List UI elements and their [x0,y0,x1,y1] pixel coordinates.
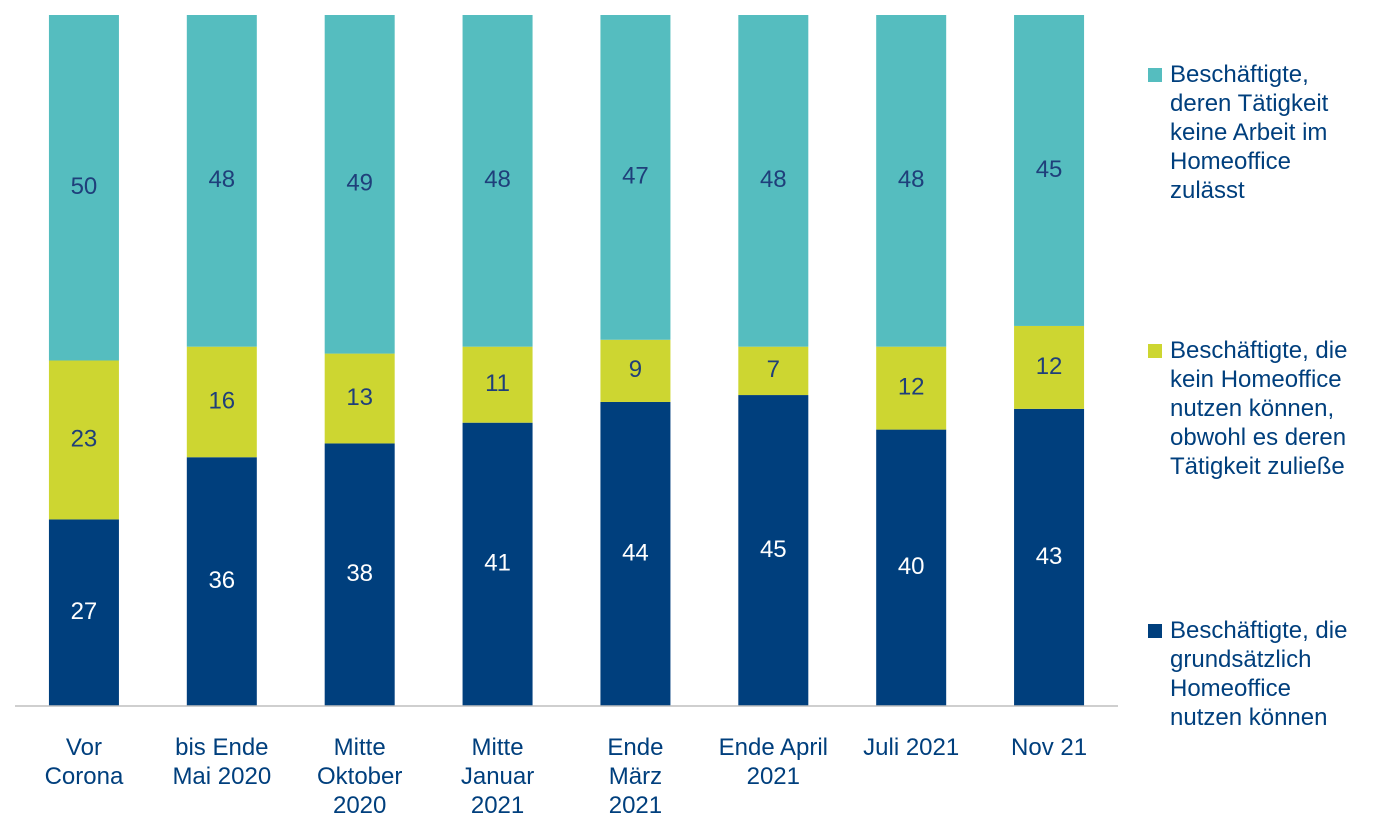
value-label: 43 [1036,543,1063,570]
value-label: 48 [484,166,511,193]
x-tick-label: Juli 2021 [863,734,960,761]
bar-segment [1014,325,1085,409]
bar-segment [462,422,533,706]
bar-segment [600,339,671,402]
value-label: 7 [767,356,780,383]
value-label: 16 [208,387,235,414]
x-tick-label: Mitte Oktober 2020 [317,734,403,819]
legend-label: Beschäftigte, die grundsätzlich Homeoffi… [1170,617,1348,731]
legend-item: Beschäftigte, die kein Homeoffice nutzen… [1148,336,1347,481]
bar-segment [186,346,257,458]
value-label: 41 [484,550,511,577]
bar-segment [1014,408,1085,706]
value-label: 45 [760,536,787,563]
bar-segment [48,15,119,361]
bar-segment [1014,15,1085,326]
legend-label: Beschäftigte, deren Tätigkeit keine Arbe… [1170,61,1329,204]
bar-segment [48,519,119,706]
value-label: 48 [208,166,235,193]
bar-segment [876,15,947,347]
bar-segment [324,443,395,706]
x-tick-label: Ende April 2021 [718,734,829,790]
bar-segment [600,401,671,706]
bar-segment [186,457,257,706]
legend-swatch [1148,624,1162,638]
bar-segment [876,346,947,430]
legend-item: Beschäftigte, deren Tätigkeit keine Arbe… [1148,60,1328,205]
bar-segment [462,15,533,347]
x-tick-label: Mitte Januar 2021 [460,734,535,819]
bar-segment [324,353,395,444]
legend-swatch [1148,344,1162,358]
x-tick-label: Nov 21 [1011,734,1088,761]
legend-swatch [1148,68,1162,82]
x-tick-label: bis Ende Mai 2020 [172,734,272,790]
value-label: 40 [898,553,925,580]
value-label: 48 [898,166,925,193]
bar-segment [876,429,947,706]
value-label: 47 [622,163,649,190]
bar-segment [324,15,395,354]
value-label: 12 [898,373,925,400]
bar-segment [462,346,533,423]
legend-label: Beschäftigte, die kein Homeoffice nutzen… [1170,337,1348,480]
value-label: 50 [71,173,98,200]
bar-segment [738,15,809,347]
value-label: 11 [485,370,510,397]
value-label: 38 [346,560,373,587]
value-label: 9 [629,356,642,383]
value-label: 36 [208,567,235,594]
value-label: 48 [760,166,787,193]
bar-segment [186,15,257,347]
value-label: 49 [346,170,373,197]
bar-segment [48,360,119,520]
value-label: 44 [622,539,649,566]
legend-item: Beschäftigte, die grundsätzlich Homeoffi… [1148,616,1347,732]
value-label: 13 [346,384,373,411]
bar-segment [738,346,809,396]
value-label: 45 [1036,156,1063,183]
value-label: 23 [71,425,98,452]
bar-segment [738,395,809,706]
bar-segment [600,15,671,340]
value-label: 12 [1036,353,1063,380]
x-tick-label: Vor Corona [44,734,124,790]
x-tick-label: Ende März 2021 [607,734,664,819]
value-label: 27 [71,598,98,625]
